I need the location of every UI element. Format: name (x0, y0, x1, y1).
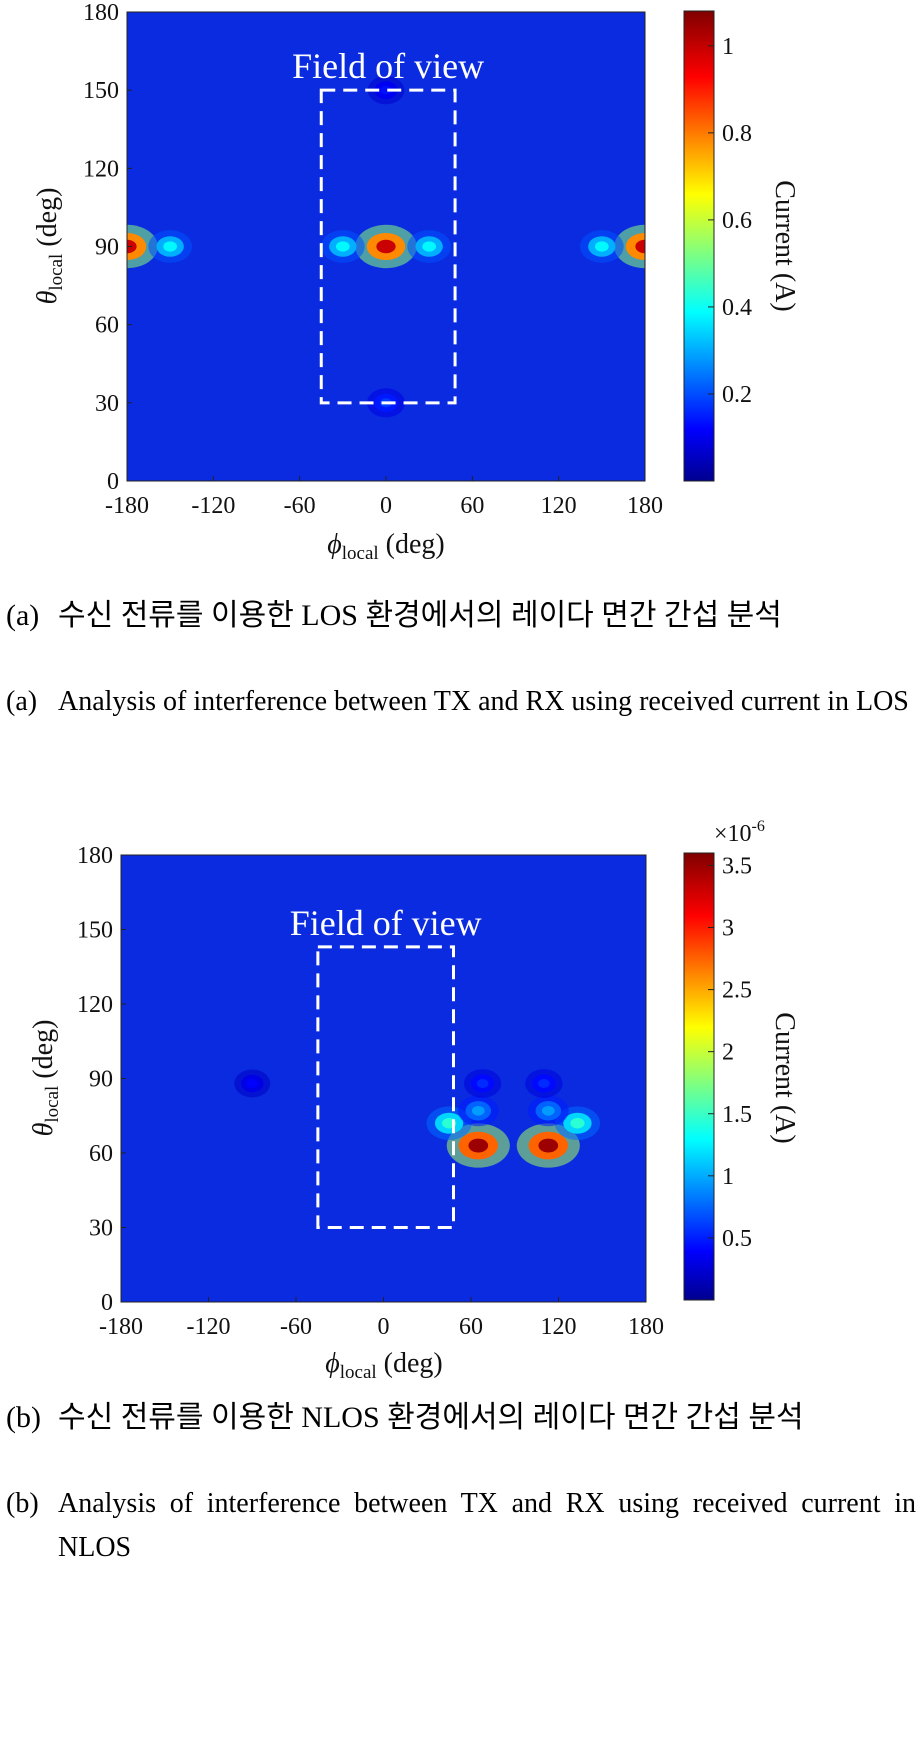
hotspot-core (541, 1105, 555, 1116)
x-tick-label: 120 (541, 493, 577, 519)
x-tick-label: -120 (191, 493, 235, 519)
field-of-view-box (319, 88, 457, 405)
x-tick-label: 0 (380, 493, 392, 519)
colorbar-tick-label: 3 (722, 916, 734, 942)
colorbar-tick-label: 0.4 (722, 295, 752, 321)
hotspot-core (380, 85, 392, 95)
colorbar-tick-label: 0.6 (722, 208, 752, 234)
colorbar-label: Current (A) (769, 180, 800, 311)
x-tick-label: -120 (187, 1314, 231, 1340)
field-of-view-box (316, 945, 455, 1229)
y-tick-label: 90 (95, 235, 119, 261)
y-tick-label: 150 (77, 918, 113, 944)
x-tick-label: 120 (541, 1314, 577, 1340)
x-axis-label: ϕlocal (deg) (325, 1348, 443, 1383)
colorbar-tick-label: 3.5 (722, 853, 752, 879)
field-of-view-label: Field of view (290, 903, 482, 943)
x-tick-label: 0 (378, 1314, 390, 1340)
y-tick-label: 0 (101, 1290, 113, 1316)
y-tick-label: 60 (89, 1141, 113, 1167)
hotspot-core (376, 239, 396, 254)
x-tick-label: -60 (280, 1314, 312, 1340)
hotspot-core (635, 239, 645, 254)
heatmap-figure-b: ×10-6 Field of view -180 -120 -60 0 60 120 180… (28, 818, 800, 1383)
caption-b-ko: (b) 수신 전류를 이용한 NLOS 환경에서의 레이다 면간 간섭 분석 (6, 1396, 916, 1440)
x-tick-label: 180 (628, 1314, 664, 1340)
y-tick-label: 120 (77, 992, 113, 1018)
colorbar-tick-label: 2 (722, 1040, 734, 1066)
caption-a-ko: (a) 수신 전류를 이용한 LOS 환경에서의 레이다 면간 간섭 분석 (6, 594, 916, 638)
hotspot-core (471, 1105, 485, 1116)
x-ticks: -180 -120 -60 0 60 120 180 (99, 1297, 664, 1340)
y-tick-label: 150 (83, 78, 119, 104)
y-tick-label: 30 (95, 391, 119, 417)
caption-text: Analysis of interference between TX and … (58, 1488, 916, 1563)
colorbar-label: Current (A) (769, 1012, 800, 1143)
y-axis-label: θlocal (deg) (32, 188, 67, 305)
x-tick-label: 60 (459, 1314, 483, 1340)
y-tick-label: 0 (107, 469, 119, 495)
x-tick-label: -180 (99, 1314, 143, 1340)
hotspot-layer (234, 1069, 601, 1168)
colorbar-tick-label: 0.8 (722, 121, 752, 147)
hotspot-core (422, 241, 437, 252)
y-ticks: 0 30 60 90 120 150 180 (77, 843, 126, 1316)
caption-b-en: (b) Analysis of interference between TX … (6, 1482, 916, 1570)
x-tick-label: 60 (460, 493, 484, 519)
field-of-view-label: Field of view (292, 46, 484, 86)
colorbar-tick-label: 2.5 (722, 978, 752, 1004)
colorbar-tick-label: 1.5 (722, 1102, 752, 1128)
y-tick-label: 90 (89, 1067, 113, 1093)
hotspot-core (163, 241, 178, 252)
colorbar-ticks: 0.5 1 1.5 2 2.5 3 3.5 (708, 853, 752, 1252)
colorbar-tick-label: 0.5 (722, 1226, 752, 1252)
caption-label: (a) (6, 599, 40, 632)
x-tick-label: 180 (627, 493, 663, 519)
y-axis-label: θlocal (deg) (28, 1020, 63, 1137)
colorbar-tick-label: 0.2 (722, 382, 752, 408)
x-axis-label: ϕlocal (deg) (327, 529, 445, 564)
hotspot-core (246, 1079, 258, 1088)
hotspot-layer (127, 76, 645, 418)
colorbar-exponent: ×10-6 (714, 818, 765, 847)
caption-text: 수신 전류를 이용한 LOS 환경에서의 레이다 면간 간섭 분석 (58, 599, 782, 632)
caption-text: 수신 전류를 이용한 NLOS 환경에서의 레이다 면간 간섭 분석 (58, 1401, 804, 1434)
hotspot-core (594, 241, 609, 252)
colorbar-tick-label: 1 (722, 1164, 734, 1190)
caption-label: (b) (6, 1401, 41, 1434)
hotspot-core (538, 1078, 550, 1088)
colorbar (683, 10, 715, 482)
hotspot-core (476, 1078, 489, 1088)
y-tick-label: 60 (95, 313, 119, 339)
y-tick-label: 180 (77, 843, 113, 869)
hotspot-core (468, 1138, 489, 1153)
x-ticks: -180 -120 -60 0 60 120 180 (105, 476, 663, 519)
caption-text: Analysis of interference between TX and … (58, 686, 909, 717)
colorbar-ticks: 0.2 0.4 0.6 0.8 1 (708, 34, 752, 408)
hotspot-core (335, 241, 350, 252)
hotspot-core (538, 1138, 559, 1153)
heatmap-figure-a: Field of view -180 -120 -60 0 60 120 180 0 30 60… (32, 0, 800, 564)
hotspot-core (570, 1117, 585, 1129)
caption-a-en: (a) Analysis of interference between TX … (6, 680, 916, 724)
colorbar (683, 852, 715, 1301)
y-tick-label: 180 (83, 0, 119, 26)
caption-label: (a) (6, 686, 38, 717)
y-ticks: 0 30 60 90 120 150 180 (83, 0, 132, 495)
y-tick-label: 30 (89, 1216, 113, 1242)
x-tick-label: -180 (105, 493, 149, 519)
x-tick-label: -60 (284, 493, 316, 519)
y-tick-label: 120 (83, 156, 119, 182)
caption-label: (b) (6, 1488, 39, 1519)
colorbar-tick-label: 1 (722, 34, 734, 60)
